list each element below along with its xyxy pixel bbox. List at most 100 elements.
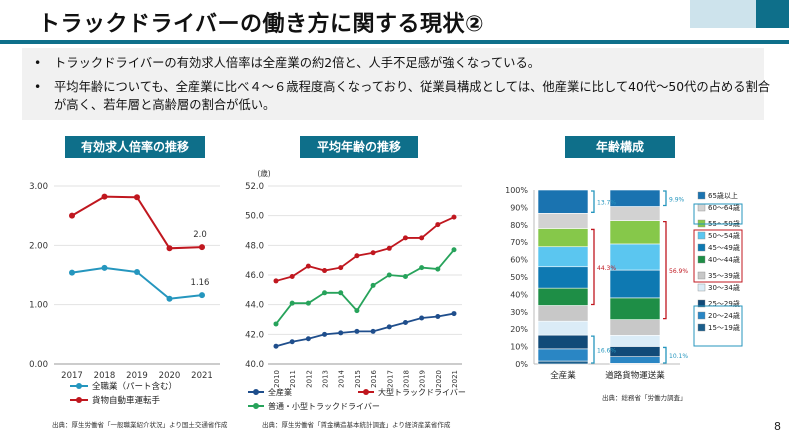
legend-marker	[76, 383, 82, 389]
data-point	[289, 339, 295, 345]
y-tick-label: 40%	[510, 290, 528, 299]
x-tick-label: 2011	[289, 370, 297, 388]
y-tick-label: 80%	[510, 221, 528, 230]
data-point	[419, 265, 425, 271]
legend-label: 大型トラックドライバー	[378, 387, 466, 397]
data-point	[289, 273, 295, 279]
bracket-label: 13.7%	[597, 200, 616, 207]
legend-group-frame	[693, 229, 743, 283]
bar-segment	[537, 246, 589, 268]
x-tick-label: 2013	[322, 370, 330, 388]
bar-segment	[609, 356, 661, 364]
data-point	[322, 290, 328, 296]
bar-segment	[537, 213, 589, 229]
data-point	[273, 321, 279, 327]
bar-segment	[537, 305, 589, 322]
data-point	[419, 235, 425, 241]
data-point	[273, 343, 279, 349]
data-point	[69, 212, 75, 219]
x-tick-label: 2019	[419, 370, 427, 388]
bar-segment	[609, 334, 661, 347]
legend-label: 40～44歳	[708, 255, 740, 264]
series-line-2	[71, 195, 203, 250]
legend-swatch	[697, 283, 706, 292]
legend-label: 65歳以上	[708, 191, 738, 200]
bar-segment	[609, 346, 661, 357]
data-point	[305, 336, 311, 342]
data-point	[354, 253, 360, 259]
y-tick-label: 10%	[510, 343, 528, 352]
panel-header-job-ratio: 有効求人倍率の推移	[65, 136, 205, 158]
bar-segment	[537, 348, 589, 362]
x-tick-label: 2012	[305, 370, 313, 388]
legend-label: 30～34歳	[708, 283, 740, 292]
bracket-label: 16.6%	[597, 348, 616, 355]
legend-group-frame	[693, 305, 743, 347]
data-point	[69, 269, 75, 276]
data-point	[386, 324, 392, 330]
data-point	[435, 266, 441, 272]
legend-swatch	[697, 299, 706, 308]
data-point	[370, 250, 376, 256]
bracket	[591, 335, 595, 364]
y-tick-label: 44.0	[245, 301, 264, 311]
data-point	[435, 314, 441, 320]
legend-swatch	[697, 271, 706, 280]
data-point	[402, 319, 408, 325]
legend-swatch	[697, 311, 706, 320]
source-note-2: 出典：厚生労働省「賃金構造基本統計調査」より経済産業省作成	[262, 421, 451, 429]
legend-group-frame	[693, 203, 743, 225]
bullet-dot-icon: •	[34, 56, 42, 70]
legend-swatch	[697, 243, 706, 252]
bar-segment	[537, 266, 589, 289]
panel-header-average-age: 平均年齢の推移	[300, 136, 418, 158]
x-tick-label: 2014	[338, 369, 346, 387]
chart-average-age: (歳) 40.0 42.0 44.0 46.0 48.0 50.0 52.0 2010 2011 2…	[245, 168, 466, 411]
bracket-label: 9.9%	[669, 196, 685, 203]
y-tick-label: 0%	[515, 360, 528, 369]
y-tick-label: 40.0	[245, 360, 264, 370]
panel-header-age-composition: 年齢構成	[565, 136, 675, 158]
y-tick-label: 48.0	[245, 241, 264, 251]
legend-marker	[363, 389, 369, 395]
data-point	[305, 300, 311, 306]
bracket	[591, 228, 595, 306]
legend-marker	[76, 397, 82, 403]
legend-swatch	[697, 255, 706, 264]
data-point	[101, 193, 108, 200]
legend-label: 45～49歳	[708, 243, 740, 252]
data-point	[134, 269, 140, 276]
data-point	[370, 328, 376, 334]
bracket-label: 56.9%	[669, 268, 688, 275]
data-point	[199, 292, 205, 299]
data-point	[166, 245, 173, 252]
summary-box: • トラックドライバーの有効求人倍率は全産業の約2倍と、人手不足感が強くなってい…	[22, 48, 770, 120]
data-point	[354, 328, 360, 334]
y-tick-label: 0.00	[29, 360, 48, 370]
legend-label: 60～64歳	[708, 203, 740, 212]
data-point	[199, 244, 205, 251]
y-tick-label: 100%	[505, 186, 528, 195]
data-point	[273, 278, 279, 284]
y-tick-label: 50%	[510, 273, 528, 282]
data-point	[402, 235, 408, 241]
bullet-dot-icon: •	[34, 80, 42, 94]
bar-segment	[609, 269, 661, 299]
bar-segment	[609, 189, 661, 207]
bracket-label: 10.1%	[669, 353, 688, 360]
data-point	[386, 272, 392, 278]
y-tick-label: 60%	[510, 256, 528, 265]
x-tick-label: 道路貨物運送業	[605, 370, 665, 381]
legend-label: 50～54歳	[708, 231, 740, 240]
bar-segment	[537, 334, 589, 350]
y-tick-label: 30%	[510, 308, 528, 317]
y-tick-label: 42.0	[245, 330, 264, 340]
data-point	[338, 330, 344, 336]
bar-segment	[537, 228, 589, 248]
chart-job-openings-ratio: 0.00 1.00 2.00 3.00 2017 2018 2019 2020 2021 2.0 1…	[29, 182, 220, 406]
bar-segment	[537, 287, 589, 306]
page-number: 8	[774, 420, 781, 433]
legend-swatch	[697, 231, 706, 240]
bullet-text: トラックドライバーの有効求人倍率は全産業の約2倍と、人手不足感が強くなっている。	[54, 56, 541, 70]
bracket	[663, 346, 667, 364]
